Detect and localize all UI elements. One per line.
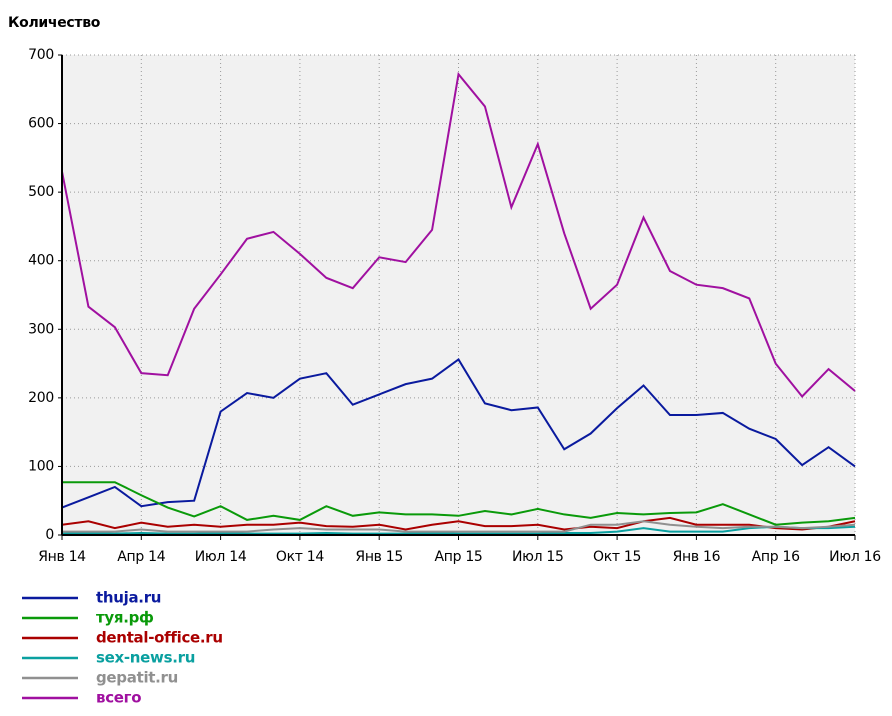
x-tick-label: Июл 16: [829, 549, 881, 565]
legend-label: всего: [96, 689, 141, 707]
y-tick-label: 600: [28, 116, 54, 132]
y-tick-label: 700: [28, 47, 54, 63]
x-tick-label: Апр 16: [752, 549, 800, 565]
series-line: [62, 481, 856, 526]
x-tick-label: Окт 14: [276, 549, 324, 565]
series-line: [61, 516, 856, 531]
legend-label: thuja.ru: [96, 589, 161, 607]
y-tick-label: 100: [28, 458, 54, 474]
series-line: [61, 525, 856, 535]
legend-label: gepatit.ru: [96, 669, 178, 687]
y-tick-label: 400: [28, 253, 54, 269]
x-tick-label: Окт 15: [593, 549, 641, 565]
x-tick-label: Апр 14: [117, 549, 165, 565]
series-line: [61, 71, 856, 398]
y-tick-label: 200: [28, 390, 54, 406]
series-line: [62, 520, 856, 533]
x-tick-label: Июл 14: [195, 549, 247, 565]
x-tick-label: Янв 15: [355, 549, 403, 565]
x-tick-label: Янв 14: [38, 549, 86, 565]
chart-title: Количество: [8, 15, 101, 31]
y-tick-label: 300: [28, 321, 54, 337]
y-tick-label: 500: [28, 184, 54, 200]
x-tick-label: Июл 15: [512, 549, 564, 565]
x-tick-label: Янв 16: [673, 549, 721, 565]
legend-label: sex-news.ru: [96, 649, 195, 667]
y-tick-label: 0: [45, 527, 54, 543]
x-tick-label: Апр 15: [434, 549, 482, 565]
legend-label: туя.рф: [96, 609, 154, 627]
series-line: [61, 358, 856, 509]
legend-label: dental-office.ru: [96, 629, 223, 647]
